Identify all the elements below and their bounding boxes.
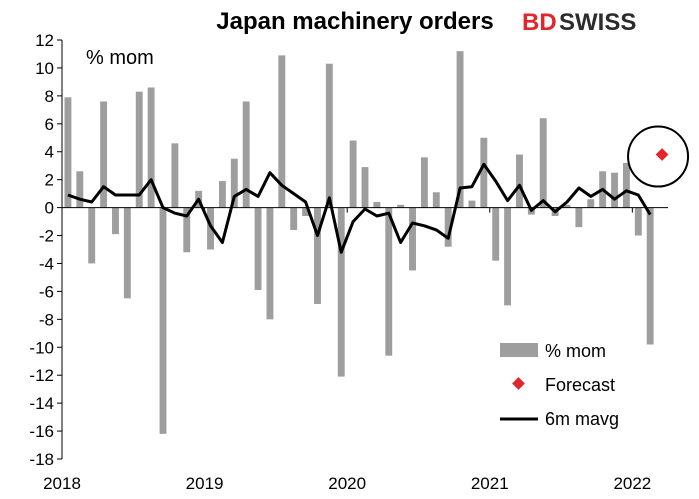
forecast-highlight-circle — [627, 125, 690, 188]
y-tick-label: -14 — [29, 394, 54, 413]
bar — [207, 207, 214, 250]
bar — [516, 154, 523, 208]
y-tick-label: 4 — [45, 143, 54, 162]
y-tick-label: 2 — [45, 171, 54, 190]
legend-label-mavg: 6m mavg — [545, 409, 619, 429]
y-tick-label: -4 — [39, 254, 54, 273]
legend-bar-swatch — [500, 343, 538, 357]
bar — [171, 143, 179, 208]
bar — [575, 207, 583, 228]
bar — [397, 204, 405, 208]
x-tick-label: 2021 — [471, 474, 509, 493]
bar — [361, 167, 369, 208]
bar — [444, 207, 452, 247]
bar — [504, 207, 512, 306]
bar — [432, 192, 440, 208]
legend-label-mom: % mom — [545, 341, 606, 361]
bar — [112, 207, 119, 235]
y-tick-label: -10 — [29, 338, 54, 357]
y-tick-label: -18 — [29, 450, 54, 469]
y-axis-ticks: 12 10 8 6 4 2 0 -2 -4 -6 -8 -10 -12 -14 -16 -18 — [29, 31, 62, 469]
brand-logo-part1: BD — [522, 9, 557, 36]
bar — [337, 207, 345, 377]
bar — [100, 101, 108, 208]
bar — [266, 207, 274, 320]
forecast-series — [627, 125, 690, 188]
bar — [385, 207, 393, 356]
y-tick-label: 0 — [45, 199, 54, 218]
y-tick-label: -12 — [29, 366, 54, 385]
bar — [76, 171, 84, 208]
bar — [230, 158, 238, 208]
bar — [622, 162, 630, 208]
bar — [456, 51, 464, 208]
bar — [314, 207, 321, 304]
bar — [539, 118, 547, 208]
y-tick-label: -8 — [39, 310, 54, 329]
bar — [159, 207, 167, 434]
bar — [325, 63, 333, 208]
bar — [611, 172, 618, 208]
bar — [492, 207, 500, 261]
bar — [468, 200, 476, 208]
brand-logo-part2: SWISS — [559, 9, 636, 36]
bar — [218, 181, 226, 208]
bar — [147, 87, 155, 208]
bar — [420, 157, 428, 208]
bar — [563, 204, 571, 208]
mavg-line — [67, 162, 652, 254]
bar — [349, 140, 357, 208]
bar — [409, 207, 416, 271]
y-tick-label: -16 — [29, 422, 54, 441]
bar — [587, 199, 595, 208]
y-axis-unit-label: % mom — [86, 47, 154, 69]
y-tick-label: 10 — [35, 59, 54, 78]
y-tick-label: 12 — [35, 31, 54, 50]
y-tick-label: -6 — [39, 282, 54, 301]
y-tick-label: -2 — [39, 227, 54, 246]
bar — [634, 207, 642, 236]
x-tick-label: 2022 — [613, 474, 651, 493]
bar — [646, 207, 654, 345]
bar — [290, 207, 298, 230]
y-tick-label: 6 — [45, 115, 54, 134]
forecast-point — [655, 148, 669, 161]
bar — [135, 91, 143, 208]
bar — [64, 97, 72, 208]
y-tick-label: 8 — [45, 87, 54, 106]
x-tick-label: 2020 — [328, 474, 366, 493]
bar — [88, 207, 96, 264]
bar — [302, 207, 310, 216]
bar — [242, 101, 250, 208]
x-tick-label: 2018 — [43, 474, 81, 493]
bar-series — [64, 51, 654, 434]
legend: % mom Forecast 6m mavg — [500, 341, 619, 429]
x-axis-ticks: 2018 2019 2020 2021 2022 — [43, 207, 651, 493]
x-tick-label: 2019 — [186, 474, 224, 493]
legend-label-forecast: Forecast — [545, 375, 615, 395]
brand-logo: BD SWISS — [522, 9, 636, 36]
chart-title: Japan machinery orders — [216, 8, 493, 35]
bar — [480, 137, 488, 208]
bar — [183, 207, 191, 253]
legend-forecast-marker — [512, 377, 525, 390]
bar — [278, 55, 286, 208]
bar — [373, 202, 381, 208]
bar — [254, 207, 262, 291]
bar — [123, 207, 131, 299]
